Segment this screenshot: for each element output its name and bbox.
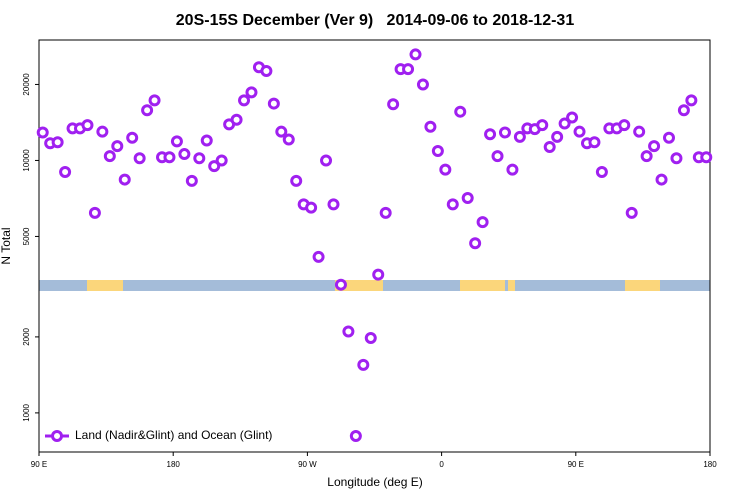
point <box>170 135 183 148</box>
y-tick-label: 1000 <box>22 403 31 421</box>
point <box>655 173 668 186</box>
point <box>230 113 243 126</box>
point <box>700 151 713 164</box>
point <box>342 325 355 338</box>
land-ocean-band <box>39 280 710 291</box>
point <box>133 152 146 165</box>
point <box>558 117 571 130</box>
plot-frame <box>38 39 711 453</box>
point <box>290 174 303 187</box>
x-tick-label: 180 <box>167 460 181 469</box>
point <box>461 191 474 204</box>
point <box>81 119 94 132</box>
point <box>506 163 519 176</box>
point <box>513 130 526 143</box>
point <box>327 198 340 211</box>
point <box>633 125 646 138</box>
point <box>588 136 601 149</box>
y-tick-label: 20000 <box>22 73 31 96</box>
point <box>387 98 400 111</box>
x-tick-label: 90 W <box>298 460 317 469</box>
point <box>409 48 422 61</box>
point <box>618 119 631 132</box>
point <box>305 201 318 214</box>
point <box>491 150 504 163</box>
y-axis-label: N Total <box>0 227 13 264</box>
point <box>96 125 109 138</box>
point <box>446 198 459 211</box>
point <box>625 206 638 219</box>
point <box>640 150 653 163</box>
point <box>439 163 452 176</box>
point <box>267 97 280 110</box>
point <box>357 358 370 371</box>
point <box>320 154 333 167</box>
point <box>379 206 392 219</box>
point <box>282 133 295 146</box>
point <box>36 126 49 139</box>
point <box>551 130 564 143</box>
point <box>59 165 72 178</box>
point <box>111 140 124 153</box>
point <box>245 86 258 99</box>
point <box>208 160 221 173</box>
point <box>677 104 690 117</box>
point <box>685 94 698 107</box>
legend-marker <box>51 430 63 442</box>
point <box>662 131 675 144</box>
point <box>334 278 347 291</box>
x-tick-label: 180 <box>703 460 717 469</box>
point <box>536 119 549 132</box>
point <box>185 174 198 187</box>
y-tick-label: 5000 <box>22 227 31 245</box>
point <box>469 237 482 250</box>
point <box>573 125 586 138</box>
point <box>424 120 437 133</box>
point <box>476 216 489 229</box>
point <box>275 125 288 138</box>
point <box>484 128 497 141</box>
point <box>200 134 213 147</box>
point <box>103 150 116 163</box>
point <box>416 78 429 91</box>
point <box>141 104 154 117</box>
point <box>402 63 415 76</box>
point <box>260 65 273 78</box>
point <box>595 165 608 178</box>
x-tick-label: 90 E <box>568 460 584 469</box>
x-axis-label: Longitude (deg E) <box>327 475 422 489</box>
point <box>670 152 683 165</box>
x-tick-label: 90 E <box>31 460 47 469</box>
point <box>163 151 176 164</box>
point <box>126 131 139 144</box>
point <box>372 268 385 281</box>
legend-label: Land (Nadir&Glint) and Ocean (Glint) <box>75 428 272 442</box>
point <box>364 332 377 345</box>
point <box>648 140 661 153</box>
point <box>215 154 228 167</box>
point <box>312 250 325 263</box>
point <box>88 206 101 219</box>
point <box>238 94 251 107</box>
y-tick-label: 2000 <box>22 327 31 345</box>
point <box>349 429 362 442</box>
point <box>148 94 161 107</box>
point <box>51 136 64 149</box>
point <box>178 148 191 161</box>
point <box>118 173 131 186</box>
point <box>454 105 467 118</box>
point <box>431 144 444 157</box>
point <box>498 126 511 139</box>
y-tick-label: 10000 <box>22 149 31 172</box>
point <box>543 141 556 154</box>
point <box>193 152 206 165</box>
x-tick-label: 0 <box>439 460 444 469</box>
point <box>566 111 579 124</box>
chart-title: 20S-15S December (Ver 9) 2014-09-06 to 2… <box>176 12 575 29</box>
